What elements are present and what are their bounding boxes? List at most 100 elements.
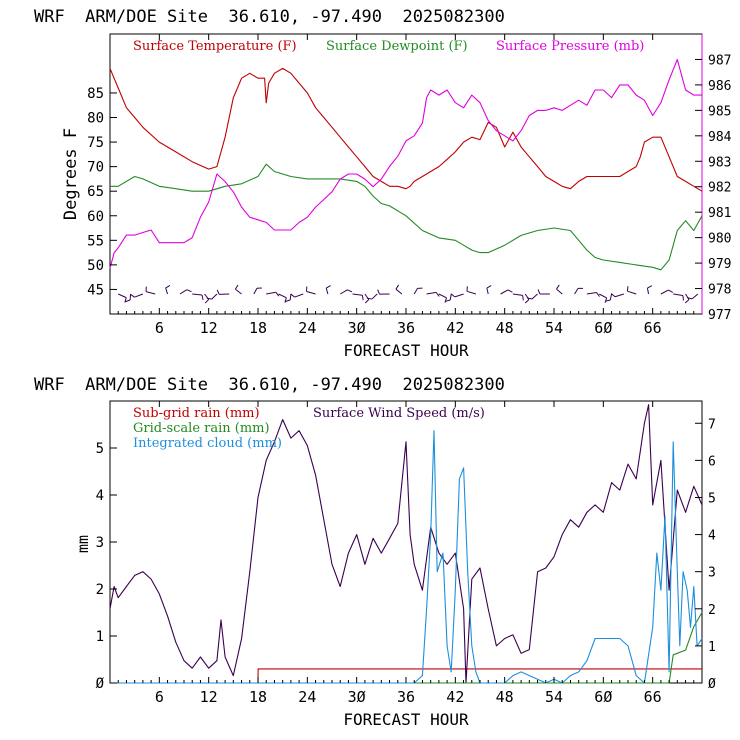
- wind-barb-flag: [610, 293, 616, 298]
- wind-barb-flag: [524, 299, 530, 304]
- top-y2-tick-label: 983: [708, 155, 731, 170]
- top-series-surface-pressure-mb: [109, 58, 702, 269]
- wind-barb: [586, 292, 597, 295]
- wind-barb-flag: [507, 289, 513, 293]
- wind-barb: [211, 293, 218, 300]
- wind-barb-flag: [204, 299, 210, 304]
- wind-barb: [691, 293, 699, 300]
- bottom-series-integrated-cloud-mm: [110, 430, 703, 684]
- wind-barb-flag: [325, 285, 331, 289]
- wind-barb: [253, 288, 258, 295]
- wind-barb: [289, 293, 292, 301]
- wind-barb-flag: [604, 297, 608, 303]
- wind-barb: [235, 288, 242, 295]
- wind-barb: [673, 293, 683, 296]
- bottom-x-tick-label: 54: [545, 688, 563, 706]
- wind-barb: [500, 289, 509, 295]
- wind-barb: [556, 288, 563, 295]
- wind-barb-flag: [377, 289, 381, 295]
- top-y-tick-label: 50: [87, 258, 104, 274]
- wind-barb: [598, 293, 607, 299]
- bottom-x-tick-label: 24: [298, 688, 316, 706]
- wind-barb: [449, 293, 452, 301]
- top-y-tick-label: 45: [87, 282, 104, 298]
- legend-surface-pressure: Surface Pressure (mb): [496, 39, 644, 54]
- bottom-y2-tick-label: 6: [708, 454, 716, 469]
- top-y-tick-label: 75: [87, 135, 104, 151]
- wind-barb-flag: [450, 293, 456, 298]
- legend-integrated-cloud: Integrated cloud (mm): [133, 436, 282, 451]
- bottom-x-tick-label: 6Ø: [594, 688, 612, 706]
- bottom-panel: WRF ARM/DOE Site 36.610, -97.490 2025082…: [34, 375, 716, 729]
- wind-barb: [466, 290, 477, 295]
- wind-barb: [413, 288, 418, 295]
- top-series-group: [109, 58, 703, 271]
- wind-barb: [266, 291, 276, 295]
- wind-barb-flag: [201, 294, 204, 301]
- top-series-surface-dewpoint-f: [110, 163, 703, 271]
- legend-surface-temperature: Surface Temperature (F): [133, 39, 297, 54]
- top-y2-tick-label: 987: [708, 53, 731, 68]
- top-y2-tick-label: 984: [708, 130, 732, 145]
- top-ticks-group: 6 12 18 24 3Ø 36 42 48 54 6Ø 66 45 50 55 60 65 70 75 80 85 9…: [87, 34, 732, 337]
- top-x-tick-label: 48: [496, 319, 514, 337]
- top-panel-header: WRF ARM/DOE Site 36.610, -97.490 2025082…: [34, 7, 505, 27]
- wind-barb-flag: [596, 292, 600, 297]
- bottom-y-axis-label: mm: [74, 535, 92, 553]
- wind-barb-flag: [526, 297, 533, 300]
- wind-barbs-row: [118, 284, 699, 304]
- wind-barb-flag: [364, 299, 370, 304]
- wind-barb-flag: [556, 284, 560, 290]
- top-x-tick-label: 6: [155, 319, 164, 337]
- wind-barb-flag: [366, 297, 372, 300]
- wind-barb: [118, 293, 127, 299]
- wind-barb: [646, 287, 650, 295]
- legend-grid-scale-rain: Grid-scale rain (mm): [133, 421, 270, 436]
- wind-barb-flag: [486, 285, 492, 289]
- wind-barb: [294, 293, 304, 298]
- bottom-y2-tick-label: 2: [708, 603, 716, 618]
- wind-barb: [454, 293, 464, 298]
- wind-barb: [352, 293, 363, 296]
- wind-barb-flag: [284, 297, 287, 303]
- bottom-y2-tick-label: 3: [708, 566, 716, 581]
- wind-barb-flag: [234, 284, 239, 290]
- wind-barb-flag: [165, 285, 171, 289]
- wind-barb: [306, 290, 316, 295]
- top-y2-tick-label: 977: [708, 308, 731, 323]
- wind-barb: [486, 287, 489, 295]
- wind-barb-flag: [275, 291, 280, 297]
- top-legend: Surface Temperature (F) Surface Dewpoint…: [133, 39, 644, 54]
- wind-barb-flag: [682, 295, 684, 301]
- top-y2-tick-label: 986: [708, 79, 731, 94]
- bottom-y-tick-label: 3: [96, 535, 104, 551]
- top-y-axis-label: Degrees F: [61, 128, 81, 220]
- bottom-x-tick-label: 42: [446, 688, 464, 706]
- top-series-surface-temperature-f: [109, 67, 703, 192]
- top-y-tick-label: 60: [87, 209, 104, 225]
- wind-barb: [627, 290, 637, 295]
- top-x-tick-label: 36: [397, 319, 415, 337]
- wind-barb: [614, 293, 625, 298]
- wind-barb-flag: [647, 285, 653, 289]
- top-y-tick-label: 70: [87, 160, 104, 176]
- wind-barb-flag: [395, 284, 400, 290]
- bottom-panel-header: WRF ARM/DOE Site 36.610, -97.490 2025082…: [34, 375, 505, 395]
- bottom-y2-tick-label: 4: [708, 529, 716, 544]
- wind-barb-flag: [445, 299, 451, 302]
- wind-barb-flag: [186, 289, 192, 293]
- wind-barb: [145, 291, 156, 295]
- top-x-tick-label: 24: [298, 319, 316, 337]
- bottom-y-tick-label: 2: [96, 582, 104, 598]
- wind-barb-flag: [347, 289, 353, 293]
- bottom-y-tick-label: 5: [96, 441, 104, 457]
- bottom-y-tick-label: 1: [96, 629, 104, 645]
- bottom-y2-tick-label: 5: [708, 491, 716, 506]
- wind-barb: [609, 293, 613, 301]
- top-y-tick-label: 55: [87, 233, 104, 249]
- wind-barb: [192, 293, 203, 296]
- top-y2-tick-label: 982: [708, 181, 731, 196]
- bottom-x-tick-label: 6: [155, 688, 164, 706]
- wind-barb-flag: [537, 289, 541, 295]
